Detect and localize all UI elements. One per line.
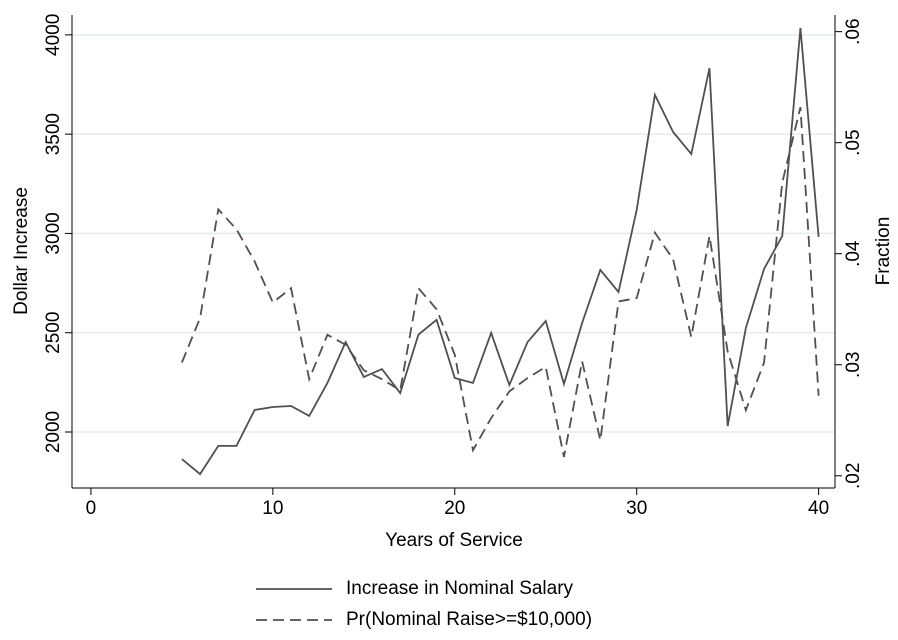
x-axis-label: Years of Service	[385, 530, 523, 551]
y-tick-label: 2000	[43, 411, 64, 453]
y-tick-label: 2500	[43, 312, 64, 354]
x-tick-label: 20	[444, 498, 465, 519]
y2-tick-label: .06	[843, 18, 864, 44]
y2-tick-label: .04	[843, 240, 864, 267]
y2-tick-label: .02	[843, 463, 864, 489]
series-line	[181, 106, 820, 458]
x-tick-label: 10	[262, 498, 283, 519]
y-axis-label: Dollar Increase	[11, 187, 32, 315]
y-tick-label: 3000	[43, 212, 64, 254]
x-tick-label: 30	[626, 498, 647, 519]
legend-label: Pr(Nominal Raise>=$10,000)	[346, 609, 592, 630]
y-tick-label: 4000	[43, 14, 64, 56]
x-tick-label: 40	[808, 498, 829, 519]
x-tick-label: 0	[86, 498, 97, 519]
y-tick-label: 3500	[43, 113, 64, 155]
series-line	[181, 27, 820, 476]
y2-tick-label: .05	[843, 129, 864, 155]
y2-tick-label: .03	[843, 352, 864, 378]
y2-axis-label: Fraction	[873, 217, 894, 286]
legend-label: Increase in Nominal Salary	[346, 578, 574, 599]
